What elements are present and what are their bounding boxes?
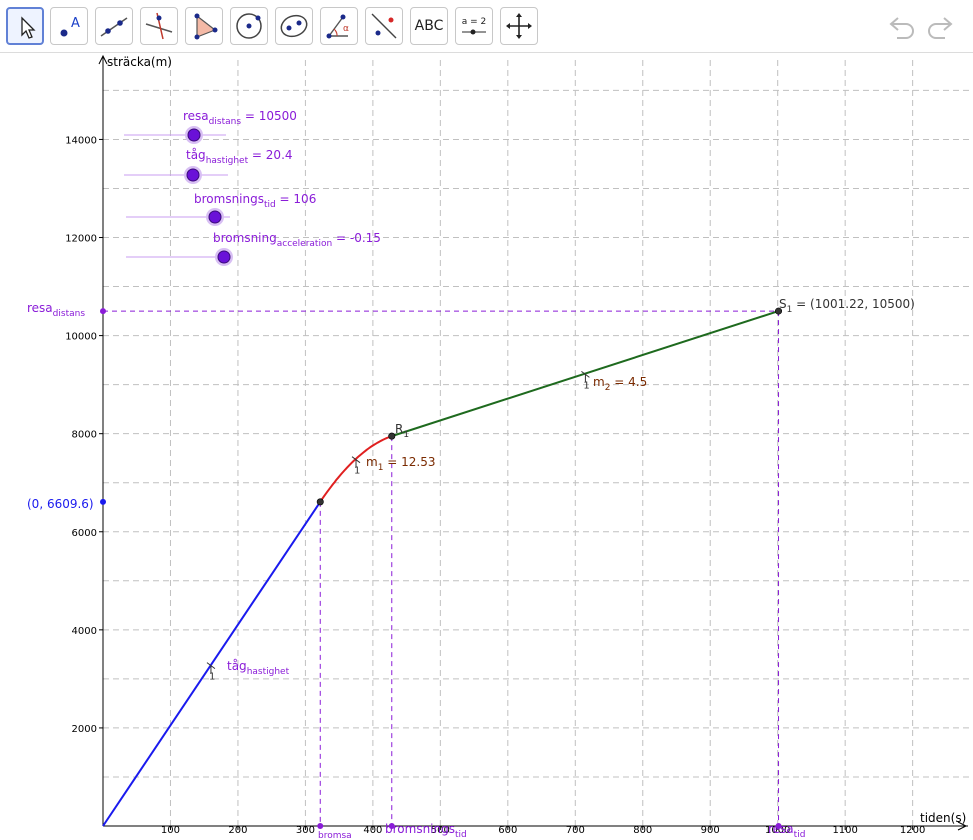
polygon-tool-button[interactable] — [185, 7, 223, 45]
redo-button[interactable] — [924, 12, 954, 40]
x-tick-label: 700 — [566, 825, 585, 836]
points-group — [316, 307, 783, 506]
text-tool-button[interactable]: ABC — [410, 7, 448, 45]
point-tool-label: A — [71, 16, 80, 31]
angle-icon: α — [326, 14, 349, 39]
redo-icon — [928, 17, 953, 39]
y-tick-label: 6000 — [72, 528, 97, 539]
point-bromsnings-tid[interactable] — [388, 823, 395, 829]
ellipse-icon — [280, 14, 308, 38]
polygon-icon — [194, 13, 218, 40]
slope-one-m2: 1 — [583, 380, 589, 391]
undo-icon — [889, 17, 914, 39]
reflect-tool-button[interactable] — [365, 7, 403, 45]
graphics-view[interactable]: tiden(s) sträcka(m) 100 200 300 400 500 600 70… — [0, 53, 973, 840]
slope-markers — [206, 370, 590, 674]
line-tool-button[interactable] — [95, 7, 133, 45]
angle-tool-label: α — [343, 24, 349, 34]
cursor-arrow-icon — [21, 16, 36, 39]
slider-bromsnings-tid-label: bromsningstid = 106 — [194, 192, 316, 210]
x-tick-label: 400 — [363, 825, 382, 836]
slider-tool-button[interactable]: a = 2 — [455, 7, 493, 45]
angle-tool-button[interactable]: α — [320, 7, 358, 45]
slider-bromsnings-tid-handle[interactable] — [208, 210, 222, 224]
slider-resa-distans-label: resadistans = 10500 — [183, 109, 297, 127]
y-tick-label: 12000 — [65, 234, 97, 245]
resa-distans-label: resadistans — [27, 301, 85, 319]
point-resa-tid[interactable] — [775, 823, 782, 829]
axes: tiden(s) sträcka(m) — [98, 54, 968, 831]
move-arrows-icon — [506, 13, 532, 39]
x-tick-label: 900 — [701, 825, 720, 836]
x-tick-label: 100 — [161, 825, 180, 836]
x-tick-labels: 100 200 300 400 500 600 700 800 900 1000 1100 1200 — [161, 825, 925, 836]
point-tool-button[interactable]: A — [50, 7, 88, 45]
slope-one-tag: 1 — [209, 672, 215, 683]
x-tick-label: 800 — [633, 825, 652, 836]
x-tick-label: 500 — [431, 825, 450, 836]
x-axis-label: tiden(s) — [920, 811, 966, 825]
reflect-icon — [371, 13, 397, 39]
text-tool-label: ABC — [414, 18, 444, 34]
x-tick-label: 200 — [228, 825, 247, 836]
grid — [103, 56, 973, 826]
R1-label: R1 — [395, 422, 409, 440]
toolbar: A α ABC a = 2 — [0, 0, 973, 53]
x-tick-label: 1200 — [900, 825, 925, 836]
chart-point[interactable] — [316, 498, 324, 506]
m1-label: m1 = 12.53 — [366, 455, 435, 473]
slider-bromsning-acceleration-handle[interactable] — [217, 250, 231, 264]
undo-button[interactable] — [888, 12, 918, 40]
slope-marker-tag — [206, 662, 216, 674]
line-icon — [100, 17, 128, 37]
slider-bromsning-acceleration-label: bromsningacceleration = -0.15 — [213, 231, 381, 249]
point-y-intercept[interactable] — [100, 498, 106, 505]
x-tick-label: 600 — [498, 825, 517, 836]
slope-marker-m1 — [351, 456, 361, 468]
tag-hastighet-label: tåghastighet — [227, 659, 290, 677]
x-tick-label: 300 — [296, 825, 315, 836]
y-tick-label: 2000 — [72, 724, 97, 735]
slope-one-m1: 1 — [354, 466, 360, 477]
bromsa-label: bromsa — [318, 831, 352, 840]
slider-tag-hastighet-handle[interactable] — [186, 168, 200, 182]
y-intercept-label: (0, 6609.6) — [27, 497, 94, 511]
series-braking-curve[interactable] — [319, 435, 393, 503]
x-axis-arrow — [957, 821, 968, 831]
conic-tool-button[interactable] — [275, 7, 313, 45]
perpendicular-tool-button[interactable] — [140, 7, 178, 45]
circle-tool-button[interactable] — [230, 7, 268, 45]
chart-point[interactable] — [775, 307, 783, 315]
y-tick-labels: 2000 4000 6000 8000 10000 12000 14000 — [65, 135, 103, 735]
y-tick-label: 8000 — [72, 430, 97, 441]
move-graphics-tool-button[interactable] — [500, 7, 538, 45]
slider-tool-label: a = 2 — [462, 17, 487, 27]
move-tool-button[interactable] — [6, 7, 44, 45]
y-axis-label: sträcka(m) — [107, 55, 172, 69]
guide-lines — [103, 310, 780, 826]
slider-tag-hastighet-label: tåghastighet = 20.4 — [186, 148, 293, 166]
x-tick-label: 1000 — [765, 825, 790, 836]
y-axis-arrow — [98, 54, 108, 65]
perpendicular-line-icon — [145, 12, 173, 40]
chart-point[interactable] — [388, 432, 396, 440]
sliders: resadistans = 10500 tåghastighet = 20.4 … — [124, 109, 381, 266]
point-resa-distans[interactable] — [100, 308, 106, 315]
circle-icon — [236, 13, 262, 39]
slope-marker-m2 — [581, 370, 590, 383]
y-tick-label: 4000 — [72, 626, 97, 637]
resa-tid-label: resatid — [768, 822, 805, 840]
x-tick-label: 1100 — [832, 825, 857, 836]
S1-label: S1 = (1001.22, 10500) — [779, 297, 915, 315]
y-tick-label: 10000 — [65, 332, 97, 343]
series-acceleration-line[interactable] — [102, 501, 322, 827]
y-tick-label: 14000 — [65, 135, 97, 146]
slider-resa-distans-handle[interactable] — [187, 128, 201, 142]
point-bromsa[interactable] — [317, 823, 324, 829]
slider-icon: a = 2 — [462, 17, 487, 35]
m2-label: m2 = 4.5 — [593, 375, 647, 393]
bromsnings-tid-label: bromsningstid — [385, 822, 467, 840]
point-icon: A — [60, 16, 80, 37]
series-group — [102, 310, 779, 827]
